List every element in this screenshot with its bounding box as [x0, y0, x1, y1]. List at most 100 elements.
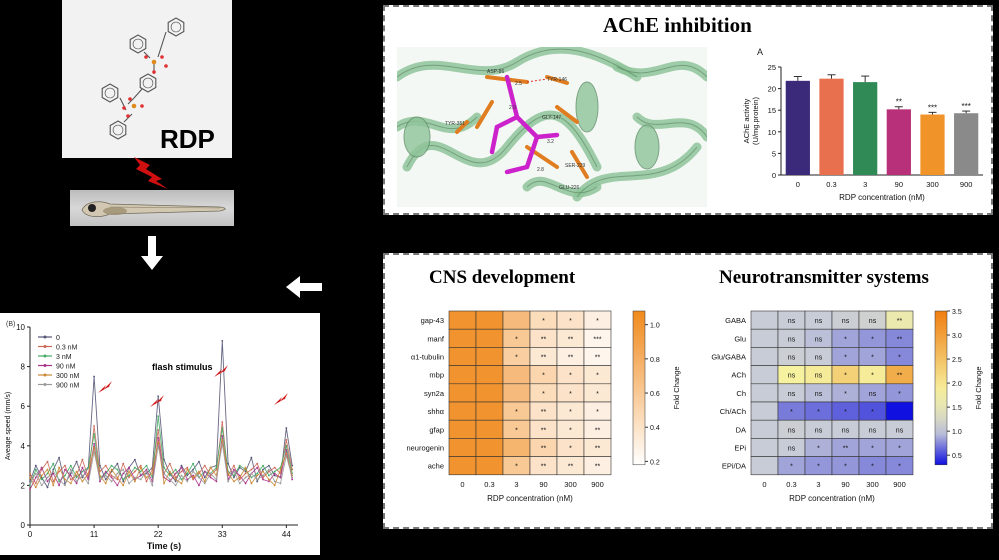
heatmap-row-label: gfap [429, 425, 444, 434]
speed-point [69, 478, 72, 481]
heatmap-cell-label: * [871, 373, 874, 380]
speed-point [262, 474, 264, 477]
cns-title: CNS development [429, 267, 576, 288]
phosphorus-atom [151, 59, 157, 65]
legend-label: 300 nM [56, 373, 80, 380]
heatmap-cell-label: ** [897, 373, 903, 380]
heatmap-cell-label: ns [842, 318, 850, 325]
speed-point [215, 466, 218, 469]
speed-point [291, 476, 294, 479]
colorbar-tick-label: 0.4 [650, 425, 660, 432]
oxygen-atom [122, 106, 126, 110]
speed-point [40, 478, 43, 481]
heatmap-cell [502, 310, 531, 330]
down-arrow-icon [141, 236, 163, 270]
speed-point [40, 466, 43, 469]
speed-point [273, 480, 276, 483]
x-tick-label: 0 [796, 180, 800, 189]
speed-point [233, 464, 235, 467]
speed-point [174, 484, 177, 487]
speed-point [163, 466, 165, 469]
colorbar-tick-label: 0.5 [952, 453, 962, 460]
x-axis-label: RDP concentration (nM) [789, 494, 875, 503]
speed-point [64, 474, 66, 477]
speed-point [186, 466, 189, 469]
heatmap-row-label: EPi/DA [722, 462, 746, 471]
left-arrow-icon [286, 276, 322, 298]
speed-point [75, 476, 78, 479]
protein-ribbon-edge [616, 65, 707, 78]
speed-point [104, 464, 107, 467]
heatmap-cell-label: * [790, 464, 793, 471]
colorbar-tick-label: 3.5 [952, 309, 962, 316]
y-axis-label: AChE activity [742, 98, 751, 143]
speed-point [250, 472, 253, 475]
speed-point [198, 460, 200, 463]
y-tick-label: 2 [21, 481, 26, 490]
colorbar-tick-label: 0.6 [650, 391, 660, 398]
heatmap-cell [475, 347, 504, 366]
heatmap-cell-label: * [790, 409, 793, 416]
speed-point [58, 478, 61, 481]
speed-series-line [29, 416, 293, 486]
colorbar-label: Fold Change [672, 366, 681, 409]
speed-point [256, 478, 259, 481]
speed-point [157, 429, 160, 431]
hydrogen-bond [526, 78, 548, 83]
heatmap-cell-label: ** [541, 427, 547, 434]
speed-point [128, 482, 130, 485]
speed-point [192, 470, 195, 473]
speed-point [250, 482, 253, 485]
oxygen-atom [128, 97, 132, 101]
heatmap-row-label: shhα [428, 407, 445, 416]
speed-point [81, 470, 84, 473]
speed-point [116, 484, 119, 487]
ligand-stick [534, 132, 560, 140]
significance-label: *** [928, 103, 937, 112]
heatmap-cell-label: ** [541, 409, 547, 416]
speed-point [267, 478, 270, 481]
speed-point [209, 476, 212, 479]
legend-label: 900 nM [56, 383, 80, 390]
speed-point [273, 470, 276, 473]
colorbar-tick-label: 0.2 [650, 459, 660, 466]
heatmap-cell-label: * [569, 446, 572, 453]
speed-point [262, 468, 264, 471]
ligand-stick [504, 74, 520, 120]
heatmap-row-label: Glu/GABA [711, 353, 746, 362]
heatmap-cell [448, 438, 477, 457]
flash-bolt-icon [214, 365, 228, 377]
heatmap-cell-label: ** [595, 446, 601, 453]
speed-point [186, 472, 189, 475]
speed-point [99, 478, 101, 481]
y-tick-label: 10 [768, 128, 776, 137]
speed-point [34, 472, 37, 475]
speed-point [75, 460, 78, 463]
heatmap-cell-label: * [844, 409, 847, 416]
colorbar-tick-label: 3.0 [952, 333, 962, 340]
x-tick-label: 3 [863, 180, 867, 189]
speed-point [87, 466, 90, 469]
panel-label: A [757, 47, 763, 57]
residue-stick [455, 120, 469, 134]
speed-point [180, 466, 183, 469]
colorbar-tick-label: 0.8 [650, 357, 660, 364]
heatmap-cell [502, 438, 531, 457]
docking-label: TYR-146 [547, 77, 567, 83]
phenyl-ring-2-inner [170, 21, 182, 33]
speed-point [69, 468, 72, 471]
colorbar-tick-label: 1.0 [650, 323, 660, 330]
heatmap-cell [475, 383, 504, 403]
heatmap-cell-label: * [871, 446, 874, 453]
speed-point [151, 484, 154, 487]
speed-point [186, 468, 189, 471]
docking-label: 2.8 [537, 167, 544, 173]
speed-point [116, 468, 119, 471]
speed-point [285, 427, 288, 429]
speed-point [151, 472, 154, 475]
speed-point [145, 468, 148, 471]
speed-point [192, 468, 195, 471]
ligand-stick [489, 124, 500, 155]
speed-point [64, 478, 66, 481]
speed-point [192, 474, 195, 477]
